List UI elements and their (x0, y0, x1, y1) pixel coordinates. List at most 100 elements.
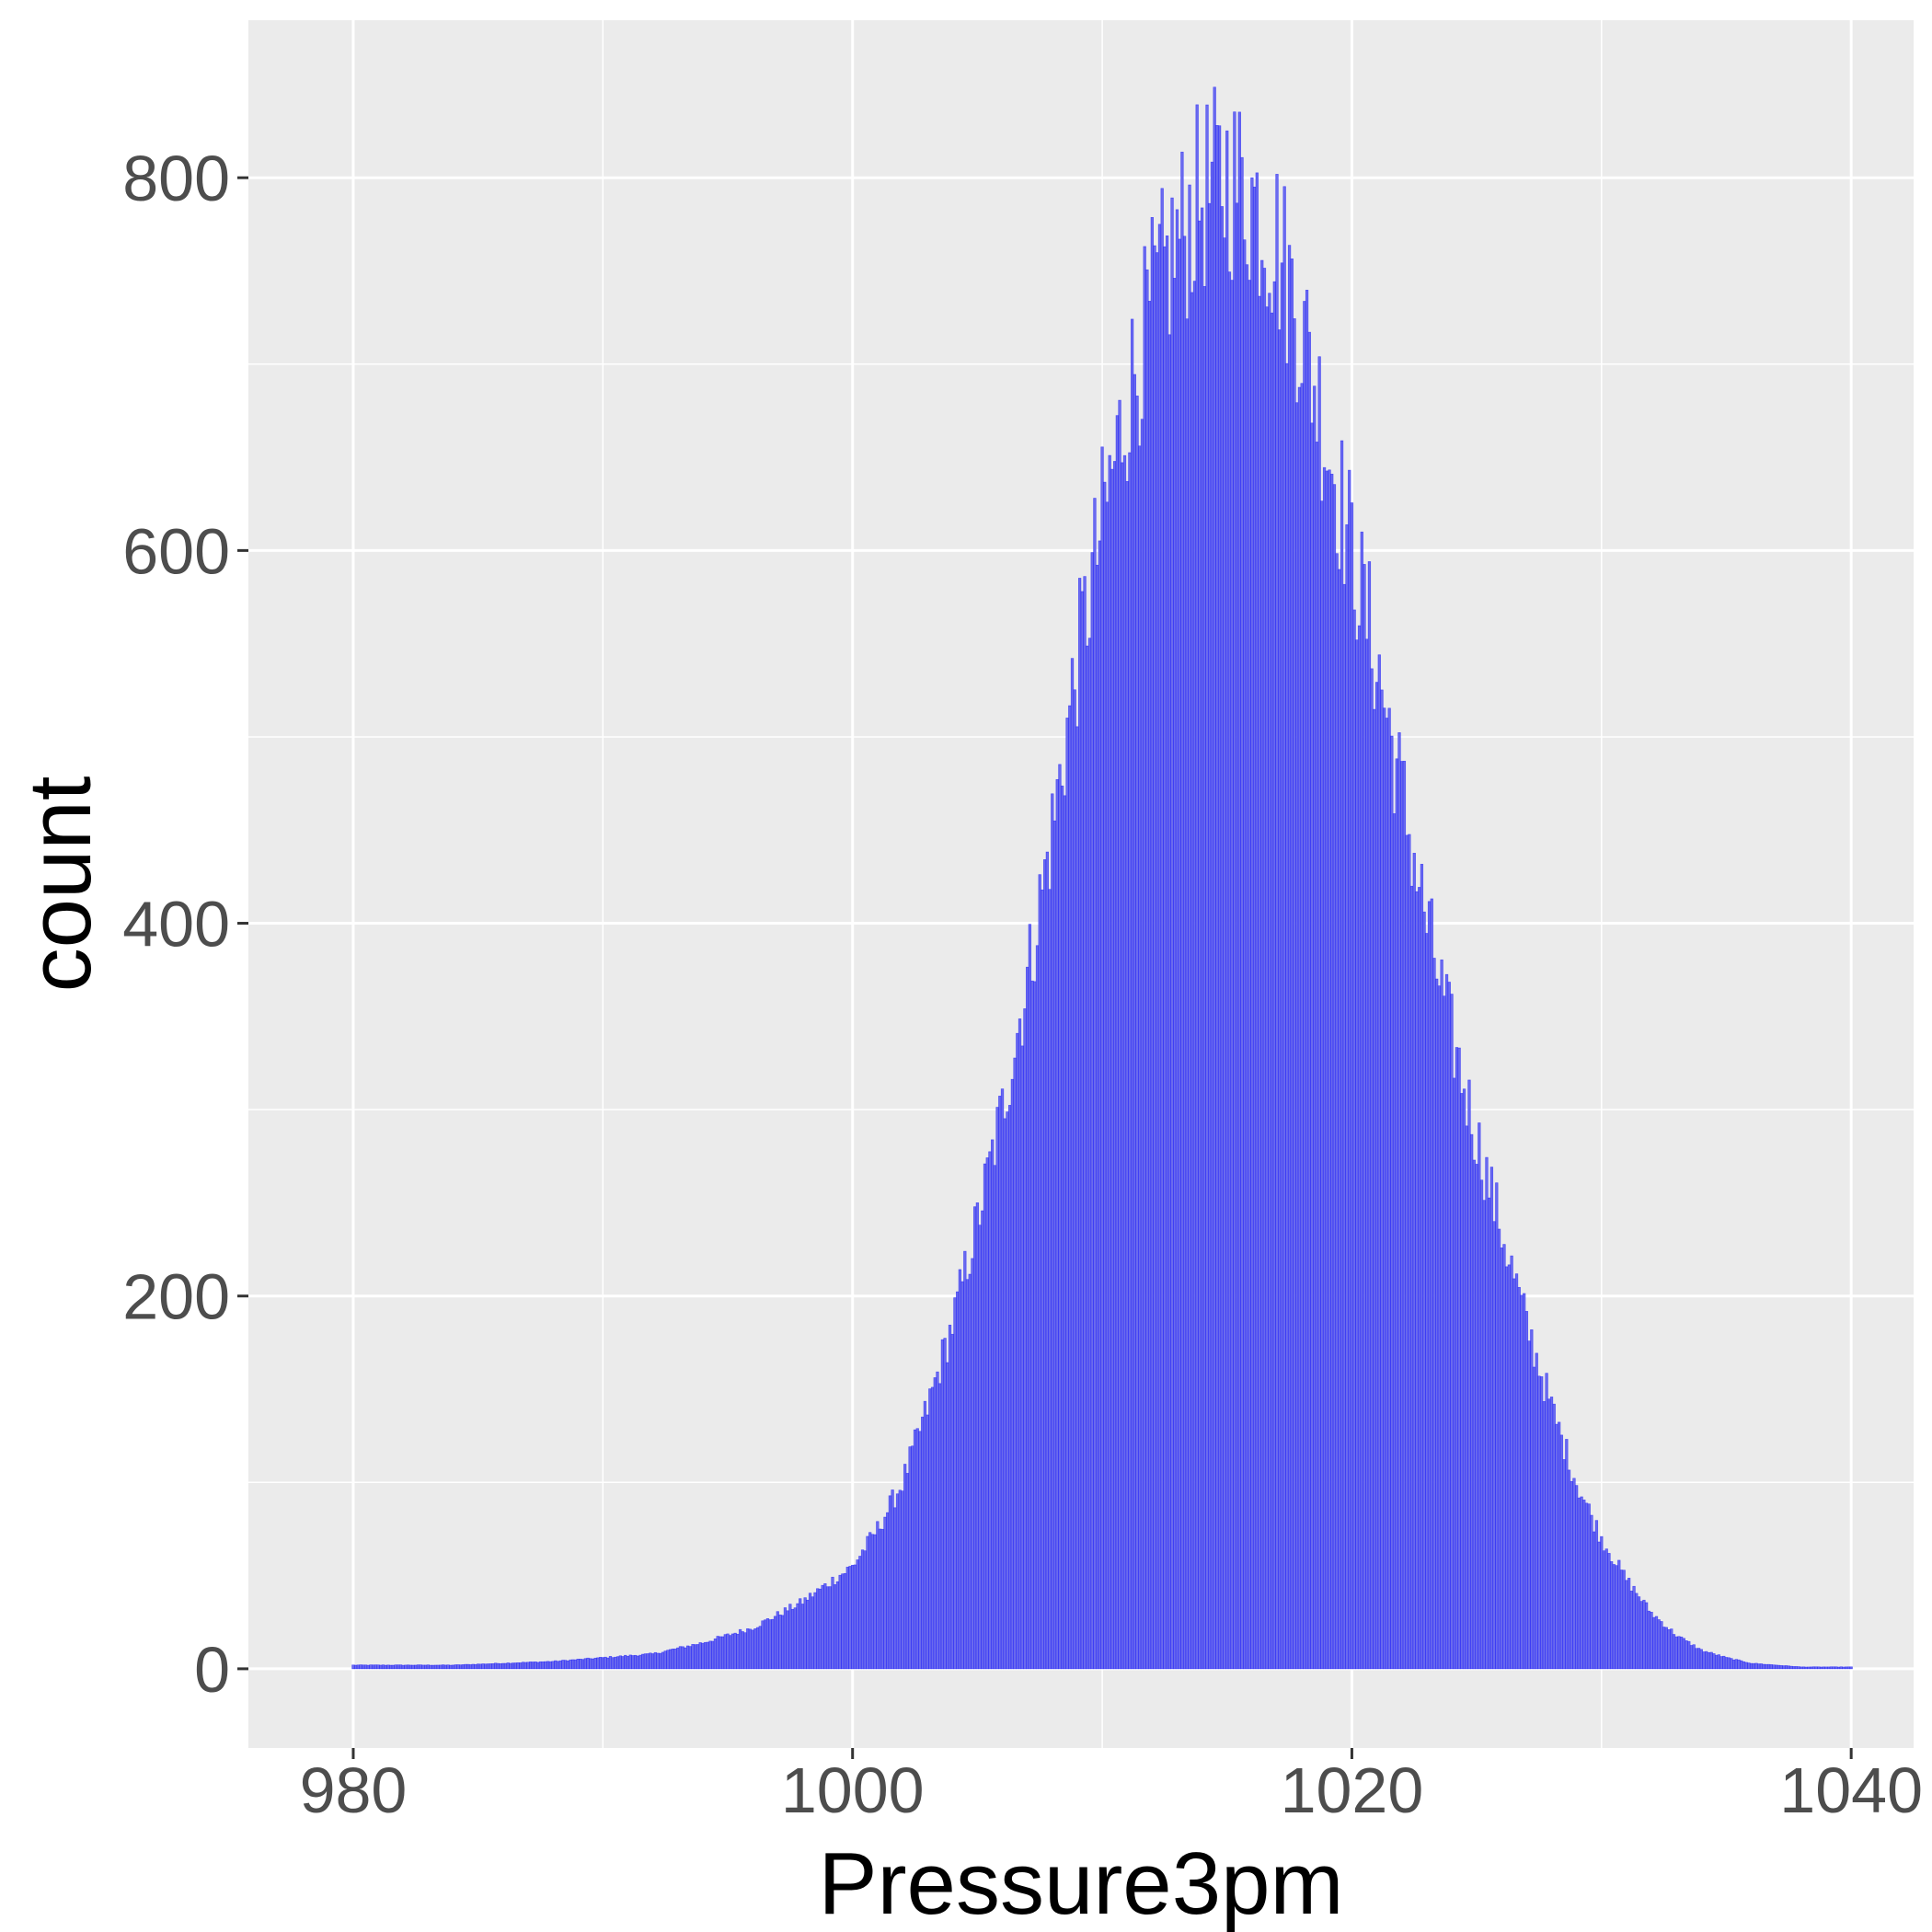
histogram-bar (656, 1652, 660, 1670)
histogram-bar (1110, 468, 1114, 1670)
histogram-bar (1817, 1666, 1821, 1670)
histogram-bar (1565, 1439, 1569, 1670)
histogram-bar (1135, 396, 1139, 1670)
histogram-bar (416, 1664, 420, 1670)
histogram-bar (1482, 1200, 1486, 1670)
y-tick-label: 400 (122, 889, 230, 960)
histogram-bar (1811, 1666, 1816, 1670)
histogram-bar (913, 1429, 917, 1670)
histogram-bar (1537, 1375, 1541, 1670)
histogram-bar (1385, 718, 1389, 1670)
histogram-bar (988, 1151, 992, 1670)
histogram-bar (793, 1607, 797, 1670)
histogram-bar (1485, 1156, 1489, 1670)
histogram-bar (1098, 540, 1102, 1670)
histogram-bar (688, 1646, 692, 1670)
histogram-bar (1512, 1278, 1516, 1670)
histogram-bar (442, 1664, 445, 1670)
histogram-bar (1677, 1636, 1681, 1670)
histogram-bar (1500, 1248, 1503, 1670)
histogram-bar (1784, 1665, 1788, 1670)
histogram-bar (1625, 1580, 1628, 1670)
histogram-bar (876, 1521, 880, 1670)
histogram-bar (1328, 469, 1331, 1670)
histogram-bar (426, 1664, 431, 1670)
histogram-bar (1584, 1502, 1589, 1670)
histogram-bar (1727, 1657, 1731, 1670)
histogram-bar (1387, 707, 1391, 1670)
histogram-bar (1769, 1664, 1773, 1670)
histogram-bar (1208, 202, 1212, 1670)
histogram-bar (853, 1564, 857, 1670)
histogram-bar (1143, 246, 1146, 1670)
histogram-bar (551, 1661, 555, 1670)
histogram-bar (694, 1644, 697, 1670)
histogram-bar (421, 1664, 425, 1670)
histogram-bar (685, 1645, 690, 1670)
histogram-bar (1133, 374, 1136, 1670)
histogram-bar (1008, 1105, 1012, 1670)
histogram-bar (1363, 564, 1366, 1670)
histogram-bar (366, 1664, 370, 1670)
histogram-bar (1834, 1666, 1838, 1670)
histogram-bar (351, 1664, 355, 1670)
histogram-bar (1345, 523, 1349, 1670)
histogram-bar (439, 1664, 443, 1670)
histogram-bar (1128, 452, 1132, 1670)
histogram-bar (701, 1642, 705, 1670)
histogram-bar (1332, 484, 1337, 1670)
histogram-bar (1080, 591, 1085, 1670)
histogram-bar (1220, 206, 1224, 1670)
histogram-bar (1377, 654, 1381, 1670)
histogram-bar (1265, 306, 1269, 1670)
histogram-bar (1367, 561, 1372, 1670)
histogram-bar (499, 1663, 502, 1670)
histogram-bar (821, 1584, 824, 1670)
histogram-bar (991, 1139, 995, 1670)
histogram-bar (1705, 1650, 1708, 1670)
histogram-bar (1035, 945, 1040, 1670)
histogram-bar (813, 1592, 817, 1670)
histogram-bar (1130, 318, 1134, 1670)
histogram-bar (1488, 1197, 1491, 1670)
histogram-bar (1478, 1122, 1481, 1670)
histogram-bar (1215, 125, 1219, 1670)
histogram-bar (1317, 356, 1321, 1670)
histogram-bar (1685, 1640, 1688, 1670)
histogram-bar (536, 1662, 540, 1670)
histogram-bar (1559, 1434, 1564, 1670)
histogram-bar (923, 1400, 927, 1670)
histogram-bar (1260, 259, 1264, 1670)
histogram-bar (429, 1664, 432, 1670)
histogram-bar (1240, 156, 1244, 1670)
histogram-bar (1724, 1657, 1729, 1670)
histogram-bar (880, 1528, 884, 1670)
histogram-bar (1122, 454, 1127, 1670)
histogram-bar (666, 1650, 670, 1670)
histogram-bar (401, 1664, 405, 1670)
histogram-bar (1408, 834, 1411, 1670)
histogram-bar (1647, 1610, 1651, 1670)
histogram-bar (1444, 973, 1449, 1670)
histogram-bar (1839, 1666, 1843, 1670)
histogram-bar (746, 1628, 750, 1670)
histogram-bar (1846, 1666, 1851, 1670)
histogram-bar (1112, 461, 1117, 1670)
histogram-bar (1118, 399, 1121, 1670)
histogram-bar (650, 1653, 655, 1670)
histogram-bar (1052, 820, 1057, 1670)
histogram-bar (741, 1631, 744, 1670)
histogram-bar (1604, 1548, 1608, 1670)
histogram-bar (1502, 1244, 1506, 1670)
histogram-bar (968, 1273, 972, 1670)
histogram-bar (860, 1549, 865, 1670)
histogram-bar (1100, 446, 1104, 1670)
histogram-bar (1138, 445, 1142, 1670)
histogram-bar (1320, 500, 1324, 1670)
histogram-bar (1028, 924, 1032, 1670)
histogram-bar (1462, 1088, 1466, 1670)
histogram-bar (1093, 498, 1097, 1670)
histogram-bar (408, 1664, 413, 1670)
histogram-bar (454, 1664, 457, 1670)
histogram-bar (1170, 197, 1174, 1670)
